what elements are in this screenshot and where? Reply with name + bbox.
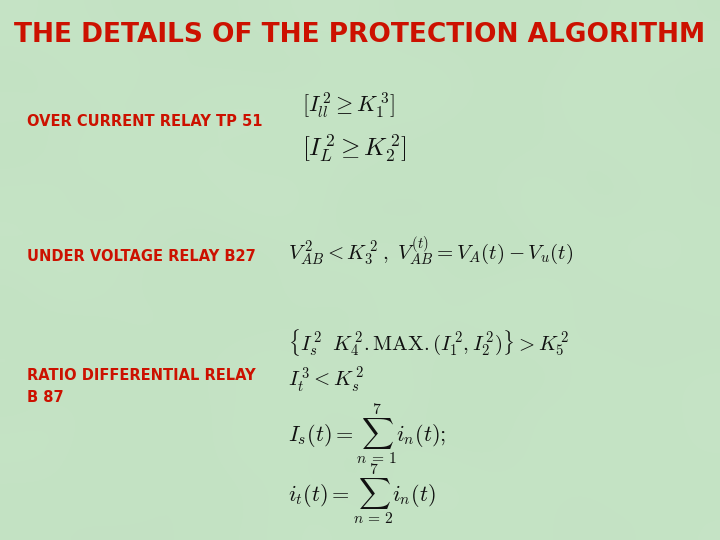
Text: $I_s(t) = \sum_{n\,=\,1}^{7} i_n(t);$: $I_s(t) = \sum_{n\,=\,1}^{7} i_n(t);$ — [288, 402, 446, 467]
Text: $V_{AB}^{\,2} < K_3^{\,2}\;,\;V_{AB}^{(t)} = V_A(t) - V_u(t)$: $V_{AB}^{\,2} < K_3^{\,2}\;,\;V_{AB}^{(t… — [288, 235, 573, 267]
Text: OVER CURRENT RELAY TP 51: OVER CURRENT RELAY TP 51 — [27, 114, 263, 129]
Text: $[ I_{ll}^{\,2} \geq K_1^{\,3} ]$: $[ I_{ll}^{\,2} \geq K_1^{\,3} ]$ — [302, 90, 396, 120]
Text: RATIO DIFFERENTIAL RELAY: RATIO DIFFERENTIAL RELAY — [27, 368, 256, 383]
Text: THE DETAILS OF THE PROTECTION ALGORITHM: THE DETAILS OF THE PROTECTION ALGORITHM — [14, 22, 706, 48]
Text: B 87: B 87 — [27, 390, 64, 406]
Text: $I_t^{\,3} < K_s^{\,2}$: $I_t^{\,3} < K_s^{\,2}$ — [288, 366, 364, 395]
Text: UNDER VOLTAGE RELAY B27: UNDER VOLTAGE RELAY B27 — [27, 249, 256, 264]
Text: $[ I_L^{\,2} \geq K_2^{\,2} ]$: $[ I_L^{\,2} \geq K_2^{\,2} ]$ — [302, 132, 408, 165]
Text: $\{I_s^{\,2}\;\; K_4^{\,2}.\mathrm{MAX.}(I_1^{\,2}, I_2^{\,2})\} > K_5^{\,2}$: $\{I_s^{\,2}\;\; K_4^{\,2}.\mathrm{MAX.}… — [288, 328, 569, 358]
Text: $i_t(t) = \sum_{n\,=\,2}^{7} i_n(t)$: $i_t(t) = \sum_{n\,=\,2}^{7} i_n(t)$ — [288, 462, 436, 526]
